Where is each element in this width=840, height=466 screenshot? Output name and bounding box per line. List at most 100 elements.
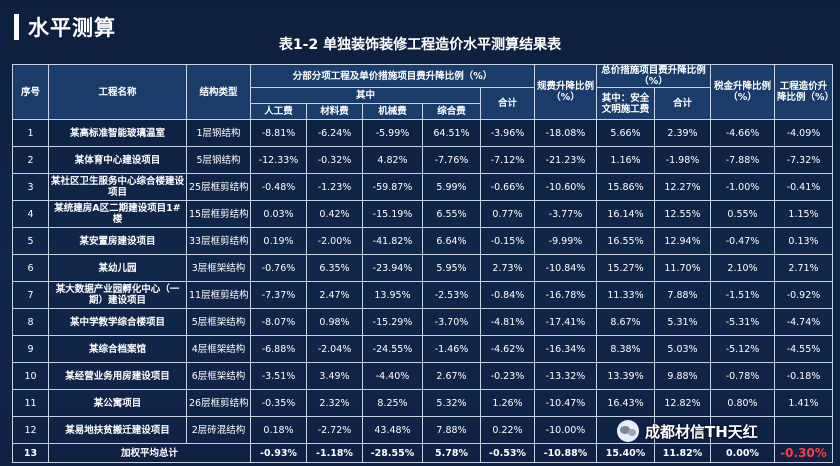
table-body: 1 某高标准智能玻璃温室 1层钢结构 -8.81% -6.24% -5.99% … [12, 119, 833, 463]
cell-material: -2.00% [306, 227, 363, 255]
header-group-sub: 分部分项工程及单价措施项目费升降比例（%） [250, 64, 535, 88]
cell-material: -6.24% [306, 119, 363, 147]
cell-total-sum: 12.82% [654, 389, 711, 417]
cell-labor: -0.93% [250, 443, 307, 463]
cell-safety: 15.27% [596, 254, 655, 282]
cell-structure: 2层砖混结构 [186, 416, 251, 444]
cell-comprehensive: 6.64% [422, 227, 481, 255]
cell-material: 0.98% [306, 308, 363, 336]
cell-fees: -16.78% [534, 281, 597, 309]
cell-fees: -9.99% [534, 227, 597, 255]
cell-machine: 4.82% [362, 146, 423, 174]
header-labor: 人工费 [250, 103, 307, 120]
cell-tax: 2.10% [710, 254, 775, 282]
cell-cost: 2.71% [774, 254, 833, 282]
cell-material: -1.23% [306, 173, 363, 201]
cell-subtotal: 1.26% [480, 389, 535, 417]
header-tax: 税金升降比例（%） [710, 64, 775, 120]
cell-machine: -15.19% [362, 200, 423, 228]
table-row: 8 某中学教学综合楼项目 5层框架结构 -8.07% 0.98% -15.29%… [12, 308, 833, 336]
header-comprehensive: 综合费 [422, 103, 481, 120]
cell-total-sum: -1.98% [654, 146, 711, 174]
cell-seq: 7 [12, 281, 49, 309]
cell-labor: -8.07% [250, 308, 307, 336]
cell-tax: 0.00% [710, 443, 775, 463]
cell-seq: 10 [12, 362, 49, 390]
cell-structure: 1层钢结构 [186, 119, 251, 147]
cell-comprehensive: -7.76% [422, 146, 481, 174]
cell-labor: -0.48% [250, 173, 307, 201]
cell-project-name: 某中学教学综合楼项目 [48, 308, 187, 336]
table-row: 2 某体育中心建设项目 5层钢结构 -12.33% -0.32% 4.82% -… [12, 146, 833, 174]
cell-fees: -10.60% [534, 173, 597, 201]
header-seq: 序号 [12, 64, 49, 120]
cell-project-name: 某公寓项目 [48, 389, 187, 417]
cell-fees: -3.77% [534, 200, 597, 228]
watermark-text: 成都材信TH天红 [645, 422, 758, 441]
cell-fees: -10.88% [534, 443, 597, 463]
header-fees: 规费升降比例（%） [534, 64, 597, 120]
cell-project-name: 某经营业务用房建设项目 [48, 362, 187, 390]
cell-structure: 25层框剪结构 [186, 173, 251, 201]
cell-total-sum: 9.88% [654, 362, 711, 390]
cell-seq: 12 [12, 416, 49, 444]
cell-seq: 8 [12, 308, 49, 336]
cell-total-sum: 12.55% [654, 200, 711, 228]
cell-seq: 2 [12, 146, 49, 174]
table-row: 4 某统建房A区二期建设项目1#楼 15层框剪结构 0.03% 0.42% -1… [12, 200, 833, 228]
cell-fees: -21.23% [534, 146, 597, 174]
watermark: 成都材信TH天红 [617, 418, 827, 444]
cell-safety: 16.43% [596, 389, 655, 417]
cell-project-name: 某统建房A区二期建设项目1#楼 [48, 200, 187, 228]
cell-seq: 11 [12, 389, 49, 417]
header-total-sum: 合计 [654, 87, 711, 120]
cell-machine: 13.95% [362, 281, 423, 309]
cell-seq: 1 [12, 119, 49, 147]
cell-safety: 5.66% [596, 119, 655, 147]
cell-comprehensive: 5.32% [422, 389, 481, 417]
cell-fees: -10.84% [534, 254, 597, 282]
cell-project-name: 某社区卫生服务中心综合楼建设项目 [48, 173, 187, 201]
cell-comprehensive: 5.95% [422, 254, 481, 282]
cell-safety: 15.86% [596, 173, 655, 201]
cell-labor: 0.18% [250, 416, 307, 444]
header-subtotal: 合计 [480, 87, 535, 120]
cost-table: 序号 工程名称 结构类型 分部分项工程及单价措施项目费升降比例（%） 规费升降比… [12, 64, 833, 463]
table-row: 11 某公寓项目 26层框剪结构 -0.35% 2.32% 8.25% 5.32… [12, 389, 833, 417]
cell-material: 6.35% [306, 254, 363, 282]
cell-project-name: 某安置房建设项目 [48, 227, 187, 255]
cell-total-sum: 11.82% [654, 443, 711, 463]
cell-fees: -13.32% [534, 362, 597, 390]
cell-cost: -4.74% [774, 308, 833, 336]
cell-safety: 8.38% [596, 335, 655, 363]
cell-total-sum: 7.88% [654, 281, 711, 309]
cell-structure: 4层框架结构 [186, 335, 251, 363]
title-accent-bar [14, 14, 19, 40]
cell-machine: -5.99% [362, 119, 423, 147]
cell-machine: -24.55% [362, 335, 423, 363]
header-project: 工程名称 [48, 64, 187, 120]
cell-cost: -0.92% [774, 281, 833, 309]
cell-material: 2.47% [306, 281, 363, 309]
table-row: 1 某高标准智能玻璃温室 1层钢结构 -8.81% -6.24% -5.99% … [12, 119, 833, 147]
wechat-icon [617, 420, 639, 442]
header-group-total: 总价措施项目费升降比例（%） [596, 64, 711, 88]
cell-cost: 0.13% [774, 227, 833, 255]
cell-safety: 8.67% [596, 308, 655, 336]
header-structure: 结构类型 [186, 64, 251, 120]
cell-subtotal: -0.23% [480, 362, 535, 390]
cell-cost: 1.15% [774, 200, 833, 228]
cell-tax: -4.66% [710, 119, 775, 147]
cell-machine: -59.87% [362, 173, 423, 201]
cell-comprehensive: -1.46% [422, 335, 481, 363]
cell-average-label: 加权平均总计 [48, 443, 251, 463]
cell-cost: -0.41% [774, 173, 833, 201]
cell-machine: -15.29% [362, 308, 423, 336]
cell-project-name: 某高标准智能玻璃温室 [48, 119, 187, 147]
cell-safety: 11.33% [596, 281, 655, 309]
cell-structure: 3层框架结构 [186, 254, 251, 282]
cell-tax: 0.55% [710, 200, 775, 228]
table-title: 表1-2 单独装饰装修工程造价水平测算结果表 [278, 37, 562, 53]
cell-tax [710, 416, 775, 444]
cell-fees: -10.47% [534, 389, 597, 417]
